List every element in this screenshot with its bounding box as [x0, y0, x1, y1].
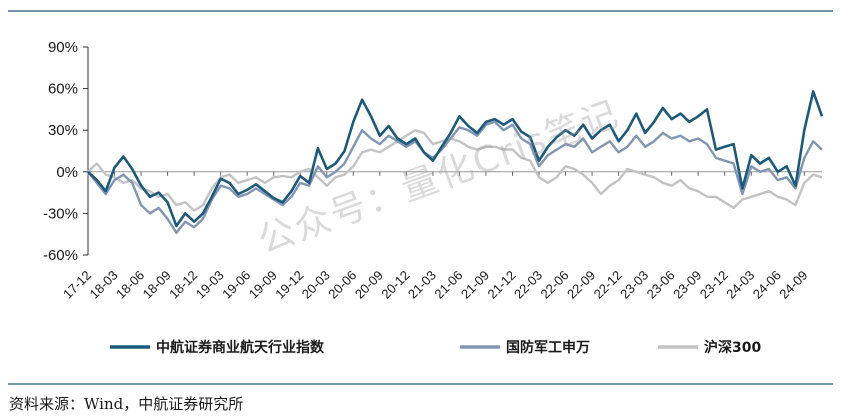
- y-tick-label: -30%: [43, 205, 78, 222]
- y-tick-label: 30%: [48, 122, 78, 139]
- x-tick-label: 22-03: [511, 268, 545, 302]
- x-tick-label: 21-03: [405, 268, 439, 302]
- x-tick-label: 18-12: [166, 268, 200, 302]
- y-tick-label: 60%: [48, 81, 78, 98]
- x-tick-label: 18-03: [87, 268, 121, 302]
- x-tick-label: 22-09: [564, 268, 598, 302]
- source-note: 资料来源：Wind，中航证券研究所: [9, 395, 244, 413]
- x-tick-label: 23-06: [644, 268, 678, 302]
- x-tick-label: 22-06: [538, 268, 572, 302]
- x-tick-label: 20-09: [352, 268, 386, 302]
- x-tick-label: 17-12: [60, 268, 94, 302]
- y-tick-label: -60%: [43, 247, 78, 264]
- legend-label-1: 中航证券商业航天行业指数: [156, 339, 325, 356]
- x-tick-label: 22-12: [591, 268, 625, 302]
- x-tick-label: 18-09: [140, 268, 174, 302]
- y-tick-label: 0%: [56, 164, 78, 181]
- x-tick-label: 24-06: [750, 268, 784, 302]
- x-tick-label: 21-09: [458, 268, 492, 302]
- x-tick-label: 21-06: [431, 268, 465, 302]
- x-tick-label: 23-03: [617, 268, 651, 302]
- x-tick-label: 18-06: [113, 268, 147, 302]
- x-tick-label: 24-09: [776, 268, 810, 302]
- x-tick-label: 21-12: [484, 268, 518, 302]
- x-tick-label: 19-03: [193, 268, 227, 302]
- x-tick-label: 23-09: [670, 268, 704, 302]
- series-line-2: [87, 120, 823, 234]
- x-tick-label: 20-06: [325, 268, 359, 302]
- x-tick-label: 20-03: [299, 268, 333, 302]
- x-tick-label: 24-03: [723, 268, 757, 302]
- x-tick-label: 19-06: [219, 268, 253, 302]
- x-tick-label: 23-12: [697, 268, 731, 302]
- x-tick-label: 19-12: [272, 268, 306, 302]
- x-tick-label: 19-09: [246, 268, 280, 302]
- x-tick-label: 20-12: [378, 268, 412, 302]
- series-line-3: [87, 129, 823, 212]
- series-line-1: [87, 90, 824, 228]
- legend-label-2: 国防军工申万: [506, 339, 590, 356]
- y-tick-label: 90%: [48, 39, 78, 56]
- legend-label-3: 沪深300: [704, 339, 761, 356]
